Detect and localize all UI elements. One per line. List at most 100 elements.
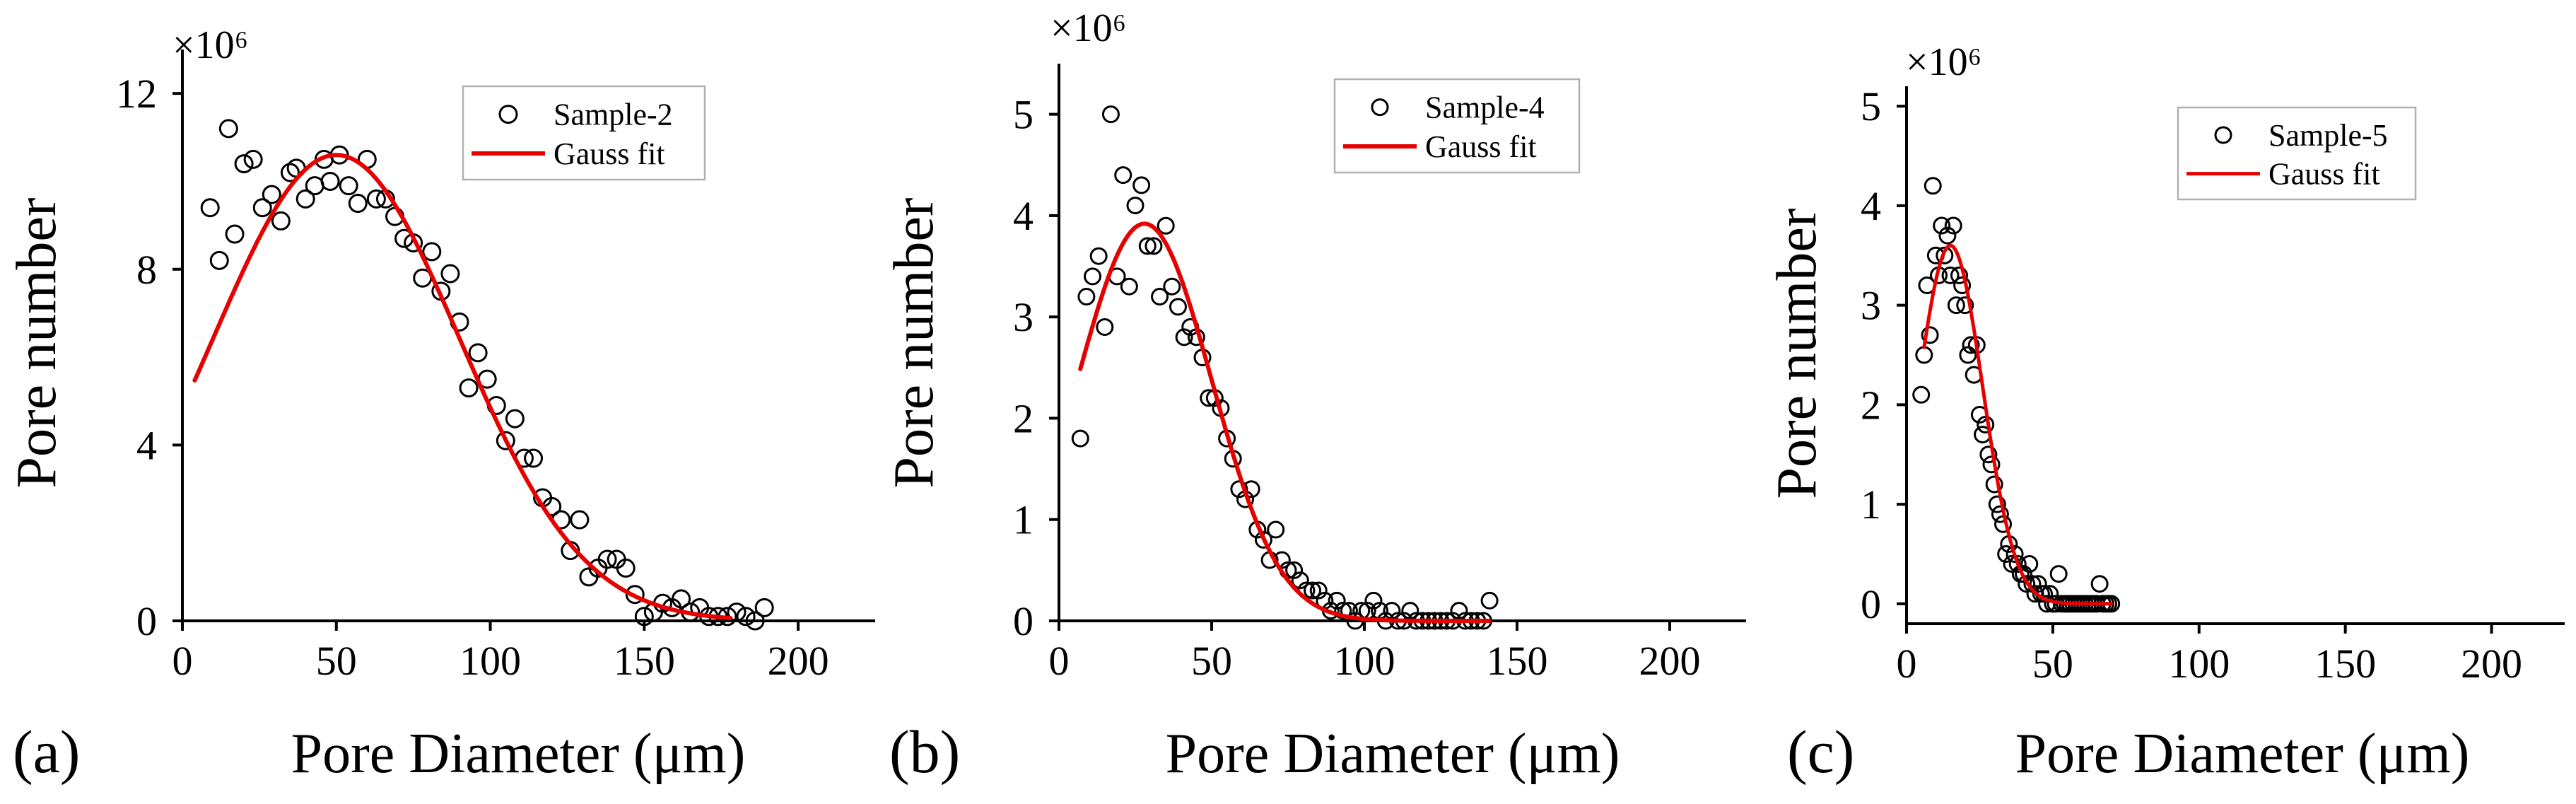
data-point [459, 378, 479, 398]
x-tick-label: 100 [1334, 638, 1395, 684]
data-point [634, 607, 654, 627]
data-point [200, 198, 220, 218]
chart-panel-3: 0 50 100 150 200 0 1 2 3 4 5 ×10⁶ Pore Diameter (μm)… [1766, 40, 2565, 786]
data-point [1114, 166, 1132, 185]
data-point [1285, 561, 1304, 579]
x-tick-label: 50 [2032, 641, 2073, 687]
x-tick-label: 100 [2168, 641, 2230, 687]
data-point [2029, 575, 2047, 593]
legend-label-series: Sample-4 [1425, 91, 1545, 125]
y-tick-label: 3 [1013, 294, 1034, 340]
data-point [252, 198, 272, 218]
chart-panel-1: 0 50 100 150 200 0 4 8 12 ×10⁶ Pore Diameter (μm) P… [6, 23, 875, 786]
data-point [1157, 216, 1175, 235]
data-point [468, 343, 488, 363]
data-point [1254, 530, 1272, 549]
data-point [1915, 346, 1933, 364]
data-point [1933, 216, 1951, 235]
data-point [1304, 581, 1322, 600]
data-point [2008, 555, 2027, 573]
data-point [1096, 318, 1114, 337]
data-point [1084, 267, 1102, 286]
data-point [280, 163, 300, 182]
data-point [1480, 591, 1499, 610]
data-point [2015, 565, 2033, 583]
y-scale-multiplier: ×10⁶ [1050, 6, 1126, 50]
data-point [1364, 591, 1383, 610]
data-point [1077, 288, 1096, 306]
data-point [1169, 298, 1187, 316]
data-point [320, 171, 340, 191]
y-tick-label: 1 [1861, 482, 1881, 528]
data-point [524, 448, 544, 468]
data-point [727, 602, 747, 622]
data-point [1988, 495, 2006, 513]
y-tick-label: 2 [1013, 395, 1034, 441]
y-tick-label: 4 [1861, 183, 1881, 229]
y-scale-multiplier: ×10⁶ [172, 23, 248, 67]
x-axis-title: Pore Diameter (μm) [291, 723, 746, 785]
gauss-fit-line [1922, 243, 2114, 606]
data-point [672, 589, 691, 609]
x-tick-label: 150 [614, 638, 675, 684]
data-point [422, 242, 442, 262]
legend-box [1333, 78, 1581, 174]
legend-label-series: Sample-5 [2268, 118, 2388, 153]
y-tick-label: 12 [116, 71, 157, 117]
y-tick-label: 5 [1013, 92, 1034, 138]
legend: Sample-2 Gauss fit [462, 85, 706, 181]
data-point [2090, 575, 2109, 593]
data-point [234, 154, 254, 174]
x-tick-label: 200 [768, 638, 829, 684]
data-point [1921, 326, 1939, 344]
x-tick-label: 50 [316, 638, 357, 684]
x-tick-label: 150 [1487, 638, 1548, 684]
y-tick-label: 0 [136, 598, 157, 644]
data-point [1267, 520, 1285, 539]
y-tick-label: 2 [1861, 382, 1881, 428]
x-tick-label: 0 [172, 638, 193, 684]
legend: Sample-5 Gauss fit [2177, 106, 2417, 201]
data-point [1944, 216, 1962, 235]
data-point [2020, 555, 2039, 573]
data-point [225, 224, 245, 244]
panel-label: (b) [889, 718, 960, 786]
y-tick-label: 4 [1013, 193, 1034, 239]
data-point [505, 409, 525, 429]
y-axis-title: Pore number [883, 197, 945, 488]
data-point [1334, 602, 1352, 620]
panel-label: (a) [13, 718, 80, 786]
data-point [1959, 346, 1977, 364]
data-point [1962, 336, 1980, 354]
data-point [1912, 385, 1931, 404]
data-point [348, 194, 368, 214]
data-point [1309, 581, 1328, 600]
legend-marker-icon [1371, 98, 1389, 117]
x-tick-label: 150 [2314, 641, 2376, 687]
y-tick-label: 0 [1013, 598, 1034, 644]
y-tick-label: 8 [136, 247, 157, 293]
y-tick-label: 0 [1861, 581, 1881, 627]
data-point [1450, 602, 1468, 620]
x-tick-label: 0 [1897, 641, 1917, 687]
data-point [1291, 571, 1309, 590]
legend-label-series: Sample-2 [554, 98, 673, 132]
data-point [570, 510, 590, 530]
panel-label: (c) [1787, 718, 1854, 786]
y-axis-title: Pore number [1766, 208, 1828, 499]
data-point [1089, 247, 1108, 265]
data-point [305, 176, 324, 196]
y-axis-title: Pore number [6, 197, 68, 488]
data-point [1985, 475, 2003, 494]
data-point [1991, 505, 2009, 523]
data-point [366, 189, 386, 209]
data-point [440, 264, 460, 284]
data-point [1953, 276, 1972, 294]
data-point [736, 607, 756, 627]
data-point [2006, 544, 2024, 563]
data-point [1151, 288, 1169, 306]
x-axis-title: Pore Diameter (μm) [1166, 723, 1620, 785]
data-point [754, 598, 774, 617]
data-point [1175, 328, 1193, 346]
